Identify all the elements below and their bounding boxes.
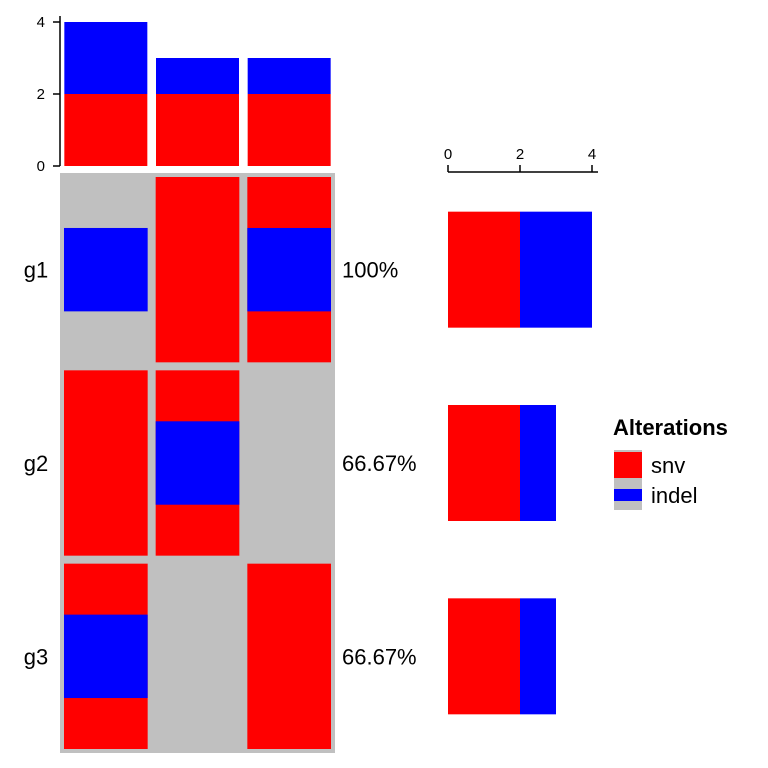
gene-label-g1: g1	[24, 258, 48, 283]
right-axis-tick-label-4: 4	[588, 146, 596, 163]
right-barplot: 0 2 4	[444, 146, 598, 715]
top-bar-snv-s2	[156, 94, 239, 166]
right-axis-tick-label-2: 2	[516, 146, 524, 163]
cell-indel-g1-s3	[247, 227, 331, 312]
percentage-labels: 100% 66.67% 66.67%	[342, 258, 417, 670]
right-bar-indel-g2	[520, 405, 556, 521]
right-bar-snv-g3	[448, 598, 520, 715]
cell-indel-g2-s2	[155, 421, 240, 505]
cell-snv-g3-s3	[247, 563, 331, 749]
oncoprint-heatmap	[60, 173, 335, 753]
gene-label-g2: g2	[24, 451, 48, 476]
top-axis-tick-label-2: 2	[37, 86, 45, 103]
right-axis-tick-label-0: 0	[444, 146, 452, 163]
top-bar-indel-s1	[64, 22, 148, 94]
legend-swatch-indel	[614, 489, 642, 501]
right-bar-snv-g2	[448, 405, 520, 521]
top-bar-snv-s3	[247, 94, 331, 166]
gene-labels: g1 g2 g3	[24, 258, 48, 670]
cell-indel-g1-s1	[64, 227, 148, 312]
top-barplot: 0 2 4	[37, 14, 331, 175]
percentage-label-g1: 100%	[342, 258, 398, 283]
right-bar-indel-g1	[520, 211, 592, 328]
legend-label-snv: snv	[651, 453, 685, 478]
top-axis-tick-label-0: 0	[37, 158, 45, 175]
percentage-label-g2: 66.67%	[342, 451, 417, 476]
top-bar-indel-s3	[247, 58, 331, 94]
cell-snv-g1-s2	[155, 177, 240, 363]
legend-swatch-snv	[614, 452, 642, 478]
top-bar-indel-s2	[156, 58, 239, 94]
right-bar-indel-g3	[520, 598, 556, 715]
top-axis-tick-label-4: 4	[37, 14, 45, 31]
right-bar-snv-g1	[448, 211, 520, 328]
legend-title: Alterations	[613, 415, 728, 440]
gene-label-g3: g3	[24, 644, 48, 669]
top-bar-snv-s1	[64, 94, 148, 166]
legend: Alterations snv indel	[613, 415, 728, 510]
percentage-label-g3: 66.67%	[342, 644, 417, 669]
cell-snv-g2-s1	[64, 370, 148, 556]
legend-label-indel: indel	[651, 483, 697, 508]
cell-indel-g3-s1	[64, 614, 148, 699]
